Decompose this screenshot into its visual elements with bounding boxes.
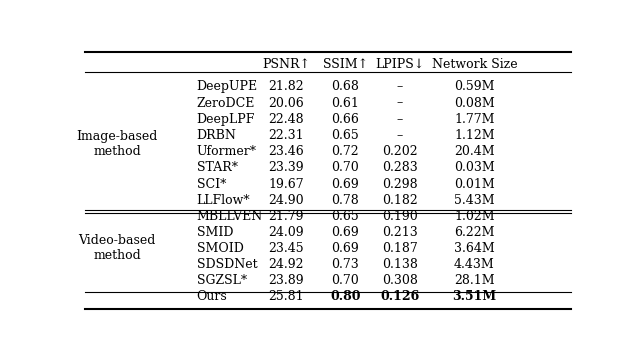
Text: 22.31: 22.31 (268, 129, 303, 142)
Text: Video-based
method: Video-based method (79, 234, 156, 262)
Text: SCI*: SCI* (196, 178, 226, 191)
Text: –: – (397, 80, 403, 93)
Text: Uformer*: Uformer* (196, 145, 257, 158)
Text: STAR*: STAR* (196, 162, 237, 175)
Text: 0.213: 0.213 (382, 226, 418, 239)
Text: 23.45: 23.45 (268, 242, 303, 255)
Text: 6.22M: 6.22M (454, 226, 495, 239)
Text: 0.80: 0.80 (330, 290, 360, 303)
Text: 24.92: 24.92 (268, 258, 303, 271)
Text: DeepLPF: DeepLPF (196, 113, 255, 126)
Text: 23.89: 23.89 (268, 274, 303, 287)
Text: 0.190: 0.190 (382, 209, 418, 223)
Text: 0.73: 0.73 (332, 258, 359, 271)
Text: ZeroDCE: ZeroDCE (196, 97, 255, 110)
Text: 0.01M: 0.01M (454, 178, 495, 191)
Text: 0.138: 0.138 (382, 258, 418, 271)
Text: 20.4M: 20.4M (454, 145, 495, 158)
Text: 0.69: 0.69 (332, 242, 359, 255)
Text: 4.43M: 4.43M (454, 258, 495, 271)
Text: 22.48: 22.48 (268, 113, 303, 126)
Text: 0.61: 0.61 (332, 97, 359, 110)
Text: LPIPS↓: LPIPS↓ (375, 58, 424, 71)
Text: 0.298: 0.298 (382, 178, 418, 191)
Text: 21.79: 21.79 (268, 209, 303, 223)
Text: PSNR↑: PSNR↑ (262, 58, 310, 71)
Text: Image-based
method: Image-based method (77, 130, 158, 158)
Text: 0.68: 0.68 (332, 80, 359, 93)
Text: 5.43M: 5.43M (454, 194, 495, 207)
Text: 0.08M: 0.08M (454, 97, 495, 110)
Text: 0.66: 0.66 (332, 113, 359, 126)
Text: 0.70: 0.70 (332, 162, 359, 175)
Text: 0.69: 0.69 (332, 226, 359, 239)
Text: 21.82: 21.82 (268, 80, 303, 93)
Text: Ours: Ours (196, 290, 227, 303)
Text: 0.308: 0.308 (382, 274, 418, 287)
Text: 0.69: 0.69 (332, 178, 359, 191)
Text: 0.65: 0.65 (332, 129, 359, 142)
Text: DeepUPE: DeepUPE (196, 80, 258, 93)
Text: LLFlow*: LLFlow* (196, 194, 250, 207)
Text: 19.67: 19.67 (268, 178, 303, 191)
Text: 0.187: 0.187 (382, 242, 418, 255)
Text: 1.77M: 1.77M (454, 113, 495, 126)
Text: MBLLVEN: MBLLVEN (196, 209, 263, 223)
Text: 3.51M: 3.51M (452, 290, 497, 303)
Text: 1.02M: 1.02M (454, 209, 495, 223)
Text: 24.90: 24.90 (268, 194, 303, 207)
Text: 0.126: 0.126 (380, 290, 420, 303)
Text: 25.81: 25.81 (268, 290, 303, 303)
Text: 0.65: 0.65 (332, 209, 359, 223)
Text: 0.59M: 0.59M (454, 80, 495, 93)
Text: 0.182: 0.182 (382, 194, 418, 207)
Text: SSIM↑: SSIM↑ (323, 58, 368, 71)
Text: 3.64M: 3.64M (454, 242, 495, 255)
Text: 0.72: 0.72 (332, 145, 359, 158)
Text: 23.46: 23.46 (268, 145, 304, 158)
Text: SGZSL*: SGZSL* (196, 274, 246, 287)
Text: 28.1M: 28.1M (454, 274, 495, 287)
Text: DRBN: DRBN (196, 129, 236, 142)
Text: 0.202: 0.202 (382, 145, 418, 158)
Text: –: – (397, 113, 403, 126)
Text: 23.39: 23.39 (268, 162, 303, 175)
Text: –: – (397, 97, 403, 110)
Text: Network Size: Network Size (431, 58, 517, 71)
Text: 1.12M: 1.12M (454, 129, 495, 142)
Text: SMID: SMID (196, 226, 233, 239)
Text: 24.09: 24.09 (268, 226, 303, 239)
Text: –: – (397, 129, 403, 142)
Text: 20.06: 20.06 (268, 97, 304, 110)
Text: 0.03M: 0.03M (454, 162, 495, 175)
Text: SMOID: SMOID (196, 242, 243, 255)
Text: 0.78: 0.78 (332, 194, 359, 207)
Text: 0.70: 0.70 (332, 274, 359, 287)
Text: 0.283: 0.283 (382, 162, 418, 175)
Text: SDSDNet: SDSDNet (196, 258, 257, 271)
